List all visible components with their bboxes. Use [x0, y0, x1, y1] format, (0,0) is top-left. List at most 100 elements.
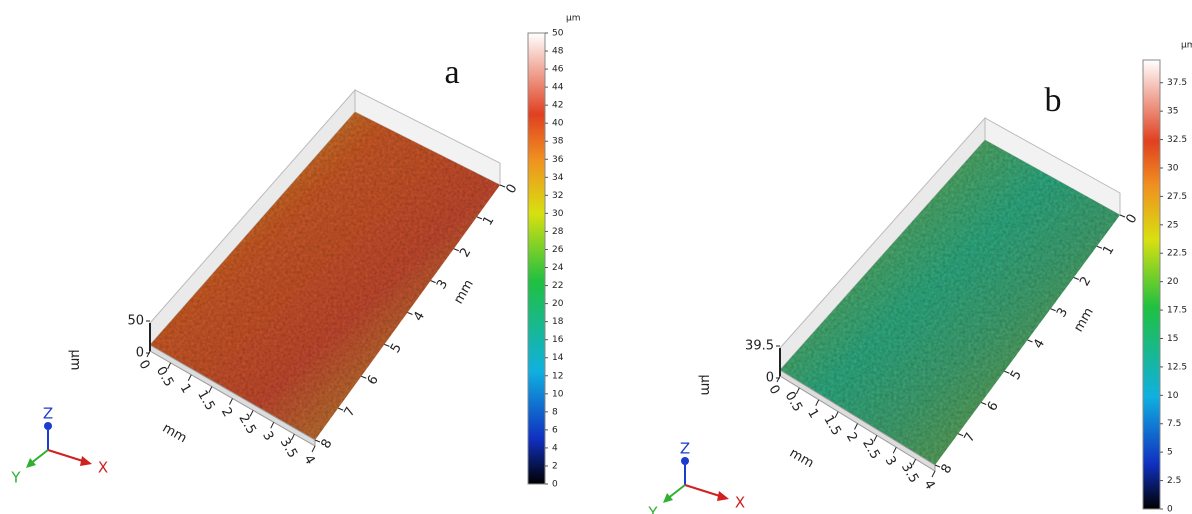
x-tick — [188, 375, 191, 381]
colorbar-tick-label: 34 — [552, 173, 564, 183]
colorbar-tick-label: 8 — [552, 407, 558, 417]
colorbar-tick-label: 0 — [1167, 505, 1173, 514]
x-tick — [230, 399, 233, 405]
triad-z-head — [681, 457, 689, 465]
colorbar-tick-label: 20 — [552, 299, 564, 309]
colorbar-tick-label: 37.5 — [1167, 78, 1187, 88]
colorbar-tick-label: 0 — [552, 480, 558, 490]
triad-z-label: Z — [43, 405, 53, 423]
colorbar-tick-label: 30 — [552, 209, 564, 219]
x-tick — [932, 471, 935, 477]
colorbar-tick-label: 48 — [552, 47, 564, 57]
colorbar-tick-label: 16 — [552, 335, 564, 345]
colorbar-tick-label: 18 — [552, 317, 564, 327]
colorbar-tick-label: 44 — [552, 83, 564, 93]
y-axis-label: mm — [1071, 305, 1097, 334]
x-tick-label: 3 — [259, 429, 276, 444]
x-axis-label: mm — [787, 446, 816, 472]
colorbar-tick-label: 17.5 — [1167, 306, 1187, 316]
colorbar-tick-label: 36 — [552, 155, 564, 165]
y-tick-label: 0 — [503, 182, 520, 197]
colorbar-tick-label: 6 — [552, 425, 558, 435]
x-tick — [312, 446, 315, 452]
x-axis-label: mm — [160, 421, 189, 447]
colorbar — [528, 33, 545, 484]
colorbar-tick-label: 15 — [1167, 334, 1178, 344]
colorbar-tick-label: 14 — [552, 353, 564, 363]
y-tick-label: 6 — [985, 399, 1002, 414]
y-tick-label: 7 — [962, 430, 979, 445]
triad-x — [685, 485, 723, 497]
colorbar-tick-label: 10 — [1167, 391, 1179, 401]
x-tick-label: 4 — [300, 453, 317, 468]
x-tick-label: 2 — [843, 430, 860, 445]
triad-y-label: Y — [647, 504, 658, 514]
y-tick-label: 2 — [457, 245, 474, 260]
colorbar-tick-label: 2.5 — [1167, 476, 1181, 486]
triad-x-label: X — [98, 459, 108, 477]
colorbar-tick-label: 42 — [552, 101, 563, 111]
colorbar-tick-label: 32.5 — [1167, 135, 1187, 145]
y-tick-label: 5 — [1008, 368, 1025, 383]
z-axis-label: µm — [68, 350, 83, 371]
y-tick-label: 3 — [1054, 305, 1071, 320]
colorbar-tick-label: 38 — [552, 137, 564, 147]
x-tick-label: 2.5 — [235, 412, 258, 437]
panel-label: a — [444, 54, 459, 91]
y-tick-label: 1 — [480, 214, 497, 229]
colorbar-tick-label: 7.5 — [1167, 419, 1181, 429]
triad-x — [48, 450, 86, 462]
x-tick — [816, 400, 819, 406]
y-tick-label: 7 — [342, 405, 359, 420]
x-tick — [777, 376, 780, 382]
colorbar-tick-label: 20 — [1167, 277, 1179, 287]
figure: aµm0246810121416182022242628303234363840… — [0, 0, 1192, 514]
y-tick-label: 6 — [365, 373, 382, 388]
y-tick-label: 0 — [1123, 212, 1140, 227]
colorbar-unit: µm — [566, 14, 581, 24]
x-tick-label: 0.5 — [782, 389, 805, 414]
colorbar-tick-label: 10 — [552, 389, 564, 399]
y-tick-label: 4 — [411, 309, 428, 324]
x-tick-label: 1.5 — [194, 388, 217, 413]
colorbar-tick-label: 26 — [552, 245, 564, 255]
colorbar-tick-label: 12 — [552, 371, 563, 381]
x-tick-label: 1 — [804, 406, 821, 421]
colorbar-tick-label: 22 — [552, 281, 563, 291]
colorbar-tick-label: 2 — [552, 461, 558, 471]
colorbar-tick-label: 12.5 — [1167, 362, 1187, 372]
z-tick-label: 0 — [766, 371, 774, 386]
triad-z-label: Z — [680, 440, 690, 458]
z-axis-label: µm — [698, 375, 713, 396]
x-tick-label: 3.5 — [277, 435, 300, 460]
x-tick-label: 4 — [920, 478, 937, 493]
x-tick — [893, 447, 896, 453]
triad-y-label: Y — [10, 469, 21, 487]
colorbar-tick-label: 25 — [1167, 220, 1178, 230]
colorbar-tick-label: 40 — [552, 119, 564, 129]
y-tick-label: 5 — [388, 341, 405, 356]
y-tick-label: 1 — [1100, 243, 1117, 258]
y-tick-label: 8 — [938, 462, 955, 477]
x-tick-label: 3.5 — [898, 460, 921, 485]
triad-x-head — [717, 491, 729, 501]
z-tick-label: 50 — [127, 314, 144, 329]
colorbar-tick-label: 50 — [552, 29, 564, 39]
z-tick-label: 39.5 — [745, 339, 774, 354]
x-tick-label: 0.5 — [153, 364, 176, 389]
colorbar-tick-label: 5 — [1167, 448, 1173, 458]
x-tick — [147, 351, 150, 357]
y-tick-label: 4 — [1031, 337, 1048, 352]
x-tick-label: 1 — [177, 381, 194, 396]
panel-label: b — [1045, 82, 1062, 119]
colorbar-tick-label: 24 — [552, 263, 564, 273]
y-tick-label: 2 — [1077, 274, 1094, 289]
y-tick-label: 8 — [318, 437, 335, 452]
colorbar-tick-label: 27.5 — [1167, 192, 1187, 202]
colorbar-tick-label: 4 — [552, 443, 558, 453]
triad-x-label: X — [735, 494, 745, 512]
colorbar-tick-label: 46 — [552, 65, 564, 75]
colorbar-tick-label: 28 — [552, 227, 564, 237]
x-tick — [271, 422, 274, 428]
colorbar-tick-label: 30 — [1167, 163, 1179, 173]
